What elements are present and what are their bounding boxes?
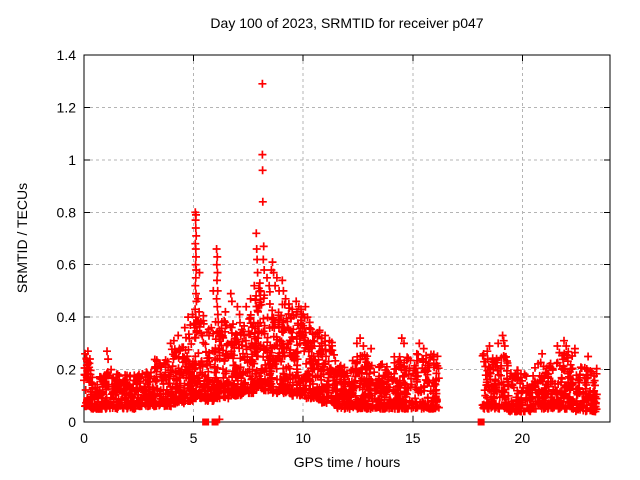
scatter-plus-markers — [80, 79, 601, 424]
zero-flag-square-marker — [211, 418, 219, 426]
y-tick-label: 0.8 — [57, 204, 77, 220]
plot-border — [83, 54, 611, 423]
x-tick-label: 5 — [190, 430, 198, 446]
x-tick-label: 15 — [405, 430, 421, 446]
y-tick-label: 1 — [68, 152, 76, 168]
zero-flag-square-marker — [202, 418, 210, 426]
zero-flag-square-marker — [477, 418, 485, 426]
x-tick-label: 10 — [295, 430, 311, 446]
x-tick-label: 20 — [515, 430, 531, 446]
y-tick-label: 1.2 — [57, 99, 77, 115]
y-tick-label: 0.4 — [57, 309, 77, 325]
x-tick-label: 0 — [80, 430, 88, 446]
y-tick-label: 0 — [68, 414, 76, 430]
y-tick-label: 1.4 — [57, 47, 77, 63]
x-axis-label: GPS time / hours — [293, 454, 401, 470]
y-tick-label: 0.2 — [57, 362, 77, 378]
y-tick-label: 0.6 — [57, 257, 77, 273]
chart-title: Day 100 of 2023, SRMTID for receiver p04… — [210, 15, 484, 31]
